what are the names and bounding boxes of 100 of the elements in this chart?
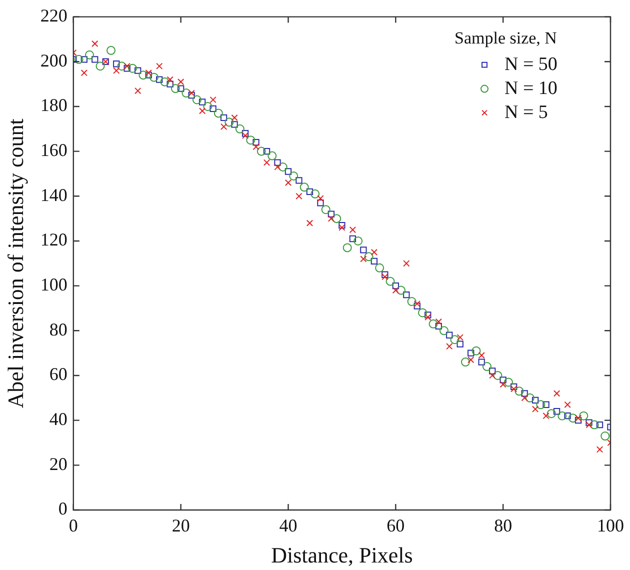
point bbox=[306, 220, 314, 226]
point bbox=[198, 98, 206, 106]
point bbox=[92, 56, 98, 63]
legend-label: N = 5 bbox=[504, 102, 548, 123]
point bbox=[418, 308, 428, 318]
point bbox=[274, 159, 281, 166]
point bbox=[407, 297, 416, 306]
point bbox=[310, 189, 320, 198]
point bbox=[403, 291, 410, 298]
point bbox=[450, 335, 460, 344]
point bbox=[224, 118, 234, 127]
point bbox=[177, 85, 184, 92]
point bbox=[85, 50, 94, 60]
point bbox=[396, 286, 406, 295]
legend-label: N = 50 bbox=[504, 54, 558, 75]
point bbox=[300, 182, 309, 192]
point bbox=[252, 143, 260, 150]
point bbox=[278, 162, 288, 172]
y-tick-label: 180 bbox=[40, 95, 68, 116]
point bbox=[596, 446, 604, 453]
point bbox=[392, 286, 399, 294]
y-tick-label: 140 bbox=[40, 184, 68, 205]
point bbox=[231, 114, 238, 122]
point bbox=[177, 78, 184, 86]
point bbox=[435, 322, 442, 330]
point bbox=[424, 312, 432, 318]
point bbox=[166, 76, 174, 83]
point bbox=[274, 164, 281, 170]
point bbox=[504, 378, 513, 387]
point bbox=[96, 62, 105, 71]
point bbox=[370, 258, 378, 264]
point bbox=[478, 352, 485, 359]
point bbox=[446, 343, 453, 350]
point bbox=[392, 282, 399, 290]
point bbox=[525, 393, 534, 402]
point bbox=[440, 326, 448, 336]
point bbox=[80, 56, 88, 63]
point bbox=[328, 215, 335, 222]
point bbox=[289, 171, 298, 180]
point bbox=[370, 248, 378, 256]
legend-title: Sample size, N bbox=[454, 28, 557, 48]
point bbox=[170, 84, 180, 94]
point bbox=[546, 409, 556, 418]
point bbox=[489, 368, 496, 374]
point bbox=[220, 123, 228, 130]
y-tick-label: 80 bbox=[49, 319, 68, 340]
point bbox=[521, 394, 528, 402]
point bbox=[428, 319, 438, 328]
point bbox=[579, 411, 588, 420]
x-tick-label: 60 bbox=[386, 516, 405, 536]
point bbox=[268, 151, 277, 160]
x-axis-title: Distance, Pixels bbox=[271, 542, 413, 568]
legend-label: N = 10 bbox=[504, 78, 558, 99]
point bbox=[586, 421, 592, 428]
point bbox=[124, 65, 130, 72]
point bbox=[574, 417, 582, 424]
point bbox=[354, 236, 363, 246]
point bbox=[192, 95, 202, 104]
point bbox=[382, 271, 388, 278]
point bbox=[134, 67, 142, 74]
point bbox=[134, 87, 142, 94]
point bbox=[338, 222, 346, 229]
point bbox=[182, 88, 191, 98]
point bbox=[386, 276, 395, 286]
point bbox=[360, 256, 367, 262]
point bbox=[296, 177, 302, 184]
point bbox=[586, 419, 592, 426]
point bbox=[296, 192, 302, 200]
point bbox=[74, 54, 84, 64]
point bbox=[542, 412, 550, 420]
y-tick-label: 120 bbox=[40, 230, 68, 250]
point bbox=[510, 386, 518, 392]
point bbox=[460, 358, 470, 367]
point bbox=[564, 412, 571, 420]
point bbox=[500, 376, 506, 384]
point bbox=[514, 386, 524, 396]
point bbox=[198, 108, 206, 114]
point bbox=[542, 401, 550, 408]
x-tick-label: 80 bbox=[494, 516, 512, 536]
point bbox=[364, 252, 374, 262]
point bbox=[435, 318, 442, 326]
point bbox=[252, 139, 260, 146]
y-tick-label: 0 bbox=[58, 498, 68, 519]
point bbox=[424, 314, 432, 321]
point bbox=[113, 67, 120, 74]
point bbox=[478, 358, 485, 366]
y-tick-label: 60 bbox=[49, 364, 68, 384]
point bbox=[113, 60, 120, 68]
point bbox=[256, 146, 266, 156]
point bbox=[328, 210, 335, 218]
y-tick-label: 220 bbox=[40, 6, 68, 26]
y-tick-label: 100 bbox=[40, 274, 68, 295]
y-tick-label: 160 bbox=[40, 140, 68, 160]
point bbox=[166, 80, 174, 88]
point bbox=[521, 390, 528, 397]
point bbox=[456, 340, 464, 348]
point bbox=[92, 40, 98, 48]
point bbox=[536, 400, 546, 410]
point bbox=[553, 408, 560, 415]
point bbox=[220, 114, 228, 122]
